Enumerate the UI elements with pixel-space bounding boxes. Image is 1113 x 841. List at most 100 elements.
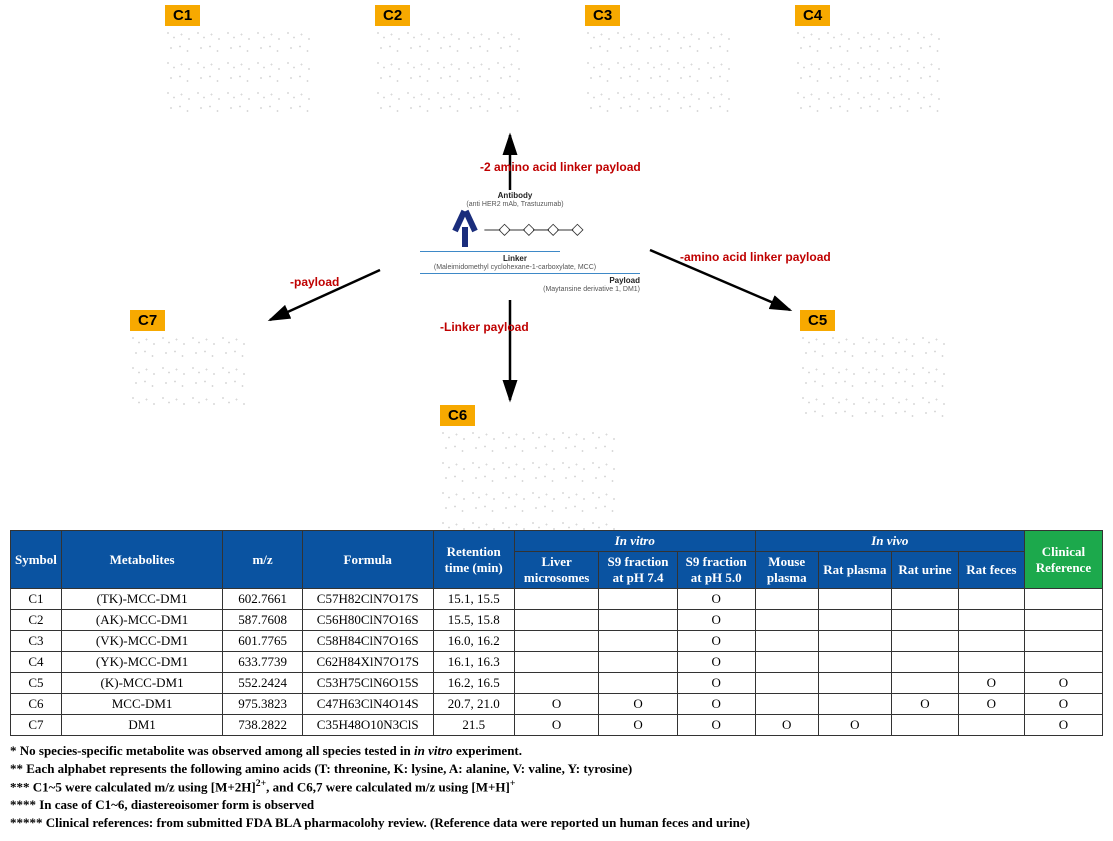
cell-ru <box>892 715 959 736</box>
cell-rt: 21.5 <box>433 715 514 736</box>
col-lm: Liver microsomes <box>514 552 599 589</box>
linker-payload-glyph: —◇—◇—◇—◇ <box>484 219 581 239</box>
cell-lm: O <box>514 694 599 715</box>
cell-clin: O <box>1024 715 1102 736</box>
cell-clin <box>1024 589 1102 610</box>
cell-rt: 16.2, 16.5 <box>433 673 514 694</box>
footnote-4: **** In case of C1~6, diastereoisomer fo… <box>10 796 1103 814</box>
structure-placeholder <box>130 335 250 410</box>
cell-mz: 552.2424 <box>223 673 303 694</box>
cell-s950: O <box>677 673 755 694</box>
col-formula: Formula <box>302 531 433 589</box>
table-row: C4(YK)-MCC-DM1633.7739C62H84XlN7O17S16.1… <box>11 652 1103 673</box>
payload-label: Payload <box>609 276 640 285</box>
cell-rp: O <box>818 715 891 736</box>
antibody-icon <box>448 209 482 249</box>
cell-s974: O <box>599 715 677 736</box>
arrow-label-down: -Linker payload <box>440 320 529 334</box>
cell-s950: O <box>677 631 755 652</box>
cell-mp <box>755 631 818 652</box>
cell-ru <box>892 589 959 610</box>
col-rt: Retention time (min) <box>433 531 514 589</box>
cell-rp <box>818 694 891 715</box>
col-mp: Mouse plasma <box>755 552 818 589</box>
f3-sup2: + <box>510 778 516 789</box>
linker-sub: (Maleimidomethyl cyclohexane-1-carboxyla… <box>434 264 596 271</box>
footnote-5: ***** Clinical references: from submitte… <box>10 814 1103 832</box>
cell-s974 <box>599 610 677 631</box>
cell-rf <box>958 715 1024 736</box>
cell-symbol: C5 <box>11 673 62 694</box>
molecule-c3: C3 <box>585 5 735 120</box>
tag-c5: C5 <box>800 310 835 331</box>
cell-ru <box>892 610 959 631</box>
cell-s974 <box>599 673 677 694</box>
cell-lm <box>514 589 599 610</box>
structure-placeholder <box>795 30 945 120</box>
metabolite-table: Symbol Metabolites m/z Formula Retention… <box>10 530 1103 736</box>
table-head: Symbol Metabolites m/z Formula Retention… <box>11 531 1103 589</box>
cell-symbol: C3 <box>11 631 62 652</box>
cell-mp <box>755 610 818 631</box>
cell-mp <box>755 589 818 610</box>
cell-metab: (TK)-MCC-DM1 <box>61 589 222 610</box>
cell-s950: O <box>677 589 755 610</box>
footnote-3: *** C1~5 were calculated m/z using [M+2H… <box>10 777 1103 796</box>
col-metabolites: Metabolites <box>61 531 222 589</box>
cell-s974 <box>599 589 677 610</box>
footnotes: * No species-specific metabolite was obs… <box>10 742 1103 831</box>
cell-mp <box>755 694 818 715</box>
cell-lm <box>514 631 599 652</box>
cell-clin: O <box>1024 694 1102 715</box>
col-group-invitro: In vitro <box>514 531 755 552</box>
cell-rf <box>958 589 1024 610</box>
cell-metab: DM1 <box>61 715 222 736</box>
cell-s974 <box>599 652 677 673</box>
antibody-sub: (anti HER2 mAb, Trastuzumab) <box>466 201 563 208</box>
structure-placeholder <box>440 430 620 530</box>
table-row: C5(K)-MCC-DM1552.2424C53H75ClN6O15S16.2,… <box>11 673 1103 694</box>
f1-pre: * No species-specific metabolite was obs… <box>10 743 414 758</box>
molecule-c6: C6 <box>440 405 620 530</box>
tag-c6: C6 <box>440 405 475 426</box>
cell-ru: O <box>892 694 959 715</box>
f1-post: experiment. <box>453 743 522 758</box>
molecule-c7: C7 <box>130 310 250 410</box>
tag-c2: C2 <box>375 5 410 26</box>
arrow-label-left: -payload <box>290 275 339 289</box>
cell-mz: 738.2822 <box>223 715 303 736</box>
tag-c3: C3 <box>585 5 620 26</box>
col-rf: Rat feces <box>958 552 1024 589</box>
structure-placeholder <box>800 335 950 425</box>
table-row: C3(VK)-MCC-DM1601.7765C58H84ClN7O16S16.0… <box>11 631 1103 652</box>
cell-formula: C62H84XlN7O17S <box>302 652 433 673</box>
cell-mp <box>755 673 818 694</box>
f3-mid: , and C6,7 were calculated m/z using [M+… <box>266 779 510 794</box>
cell-mp <box>755 652 818 673</box>
cell-rt: 20.7, 21.0 <box>433 694 514 715</box>
molecule-c5: C5 <box>800 310 950 425</box>
cell-lm <box>514 610 599 631</box>
cell-s950: O <box>677 652 755 673</box>
cell-rf <box>958 652 1024 673</box>
tag-c1: C1 <box>165 5 200 26</box>
col-rp: Rat plasma <box>818 552 891 589</box>
cell-formula: C47H63ClN4O14S <box>302 694 433 715</box>
col-s974: S9 fraction at pH 7.4 <box>599 552 677 589</box>
table-row: C7DM1738.2822C35H48O10N3ClS21.5OOOOOO <box>11 715 1103 736</box>
cell-symbol: C4 <box>11 652 62 673</box>
cell-clin <box>1024 652 1102 673</box>
f3-sup1: 2+ <box>256 778 266 789</box>
footnote-2: ** Each alphabet represents the followin… <box>10 760 1103 778</box>
col-ru: Rat urine <box>892 552 959 589</box>
cell-rf: O <box>958 673 1024 694</box>
cell-rf <box>958 610 1024 631</box>
cell-rf <box>958 631 1024 652</box>
cell-clin <box>1024 610 1102 631</box>
cell-formula: C35H48O10N3ClS <box>302 715 433 736</box>
cell-metab: MCC-DM1 <box>61 694 222 715</box>
cell-metab: (YK)-MCC-DM1 <box>61 652 222 673</box>
cell-formula: C53H75ClN6O15S <box>302 673 433 694</box>
table-row: C1(TK)-MCC-DM1602.7661C57H82ClN7O17S15.1… <box>11 589 1103 610</box>
cell-metab: (AK)-MCC-DM1 <box>61 610 222 631</box>
